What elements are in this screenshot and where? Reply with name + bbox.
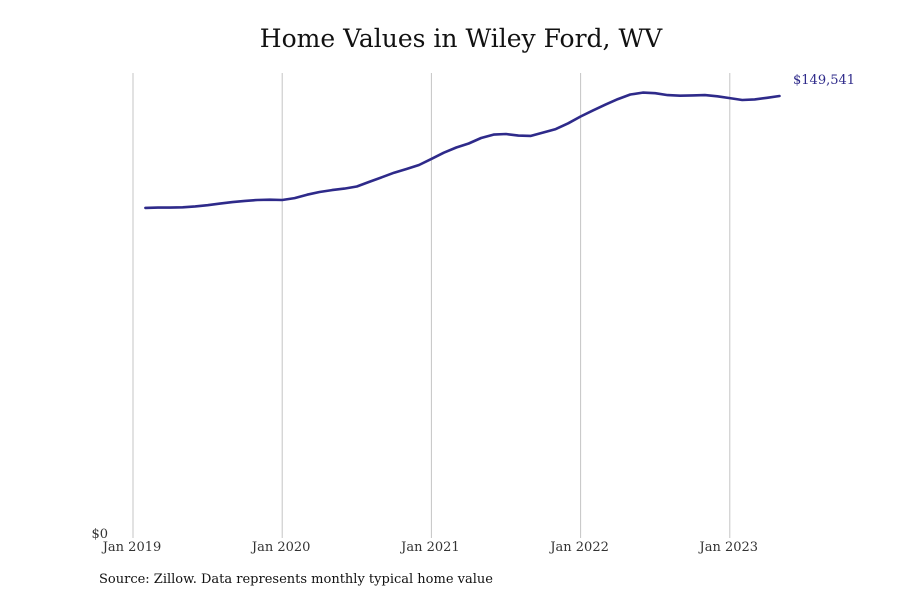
series-line — [144, 91, 781, 210]
x-tick-label: Jan 2021 — [399, 540, 460, 555]
x-tick-label: Jan 2022 — [548, 540, 609, 555]
x-tick-label: Jan 2020 — [250, 540, 311, 555]
x-tick-label: Jan 2019 — [101, 540, 162, 555]
y-tick-label: $0 — [91, 527, 108, 542]
x-axis-ticks: Jan 2019 Jan 2020 Jan 2021 Jan 2022 Jan 2023 — [101, 533, 758, 555]
end-value-label: $149,541 — [793, 73, 855, 88]
y-axis-ticks: $0 — [91, 527, 108, 542]
chart-title: Home Values in Wiley Ford, WV — [259, 24, 663, 53]
source-note: Source: Zillow. Data represents monthly … — [99, 572, 493, 587]
gridlines — [132, 73, 731, 533]
series-layer: $149,541 — [144, 73, 855, 210]
x-tick-label: Jan 2023 — [698, 540, 759, 555]
